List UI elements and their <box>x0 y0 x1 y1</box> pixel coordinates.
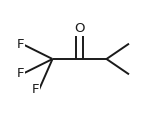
Text: F: F <box>16 38 24 51</box>
Text: F: F <box>32 83 39 96</box>
Text: O: O <box>74 22 85 35</box>
Text: F: F <box>16 67 24 80</box>
